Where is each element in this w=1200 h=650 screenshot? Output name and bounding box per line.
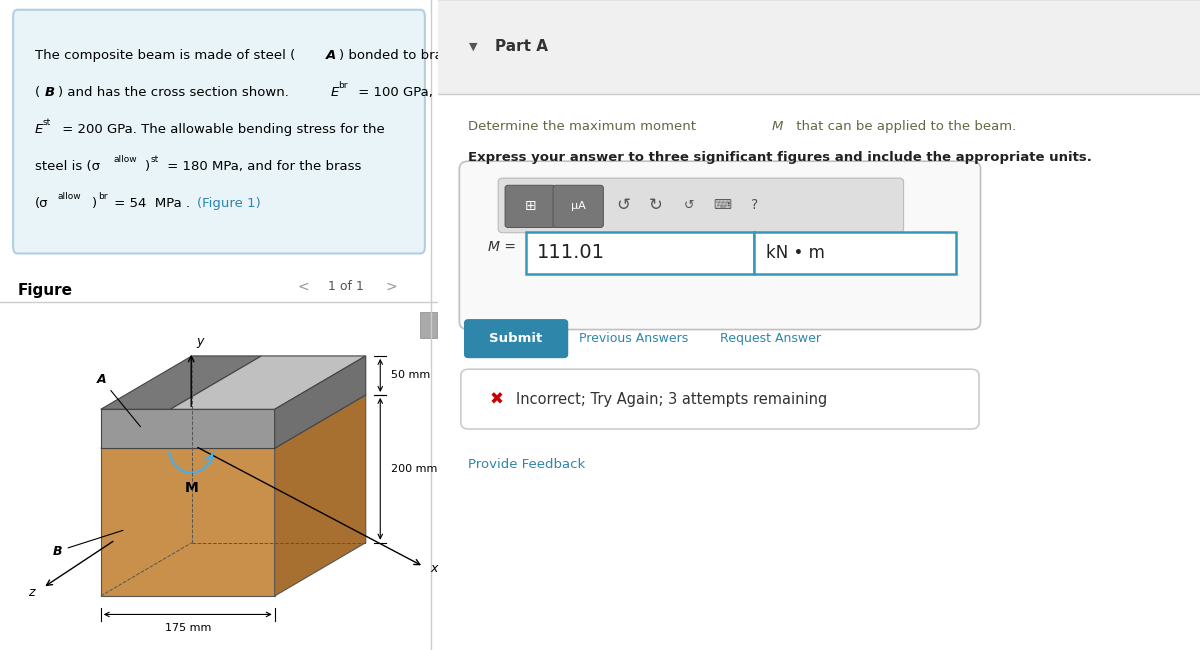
Text: br: br [97,192,107,202]
Text: Part A: Part A [496,39,548,55]
Text: st: st [43,118,52,127]
Text: z: z [29,586,35,599]
Text: A: A [326,49,336,62]
Text: Figure: Figure [18,283,72,298]
Text: B: B [44,86,55,99]
Polygon shape [101,395,366,448]
Text: Incorrect; Try Again; 3 attempts remaining: Incorrect; Try Again; 3 attempts remaini… [516,391,827,407]
Text: allow: allow [58,192,82,202]
Text: Express your answer to three significant figures and include the appropriate uni: Express your answer to three significant… [468,151,1092,164]
Text: E: E [35,123,43,136]
FancyBboxPatch shape [438,0,1200,94]
FancyBboxPatch shape [498,178,904,233]
Text: 50 mm: 50 mm [391,370,430,380]
FancyBboxPatch shape [13,10,425,254]
Text: = 100 GPa,: = 100 GPa, [354,86,433,99]
Text: Submit: Submit [490,332,542,345]
Polygon shape [275,356,366,448]
Text: M =: M = [487,240,516,254]
Text: (σ: (σ [35,197,48,210]
Text: 1 of 1: 1 of 1 [329,280,365,292]
Text: ↻: ↻ [649,196,662,214]
Text: B: B [53,530,122,558]
Text: The composite beam is made of steel (: The composite beam is made of steel ( [35,49,295,62]
Text: A: A [97,372,140,426]
Text: ): ) [92,197,97,210]
FancyBboxPatch shape [420,312,437,338]
Text: ✖: ✖ [490,390,504,408]
Text: ?: ? [751,198,758,213]
FancyBboxPatch shape [553,185,604,227]
Text: (: ( [35,86,40,99]
FancyBboxPatch shape [460,161,980,330]
Text: 111.01: 111.01 [538,243,605,263]
FancyBboxPatch shape [526,232,755,274]
Text: Provide Feedback: Provide Feedback [468,458,586,471]
Text: ▼: ▼ [468,42,476,52]
Text: Previous Answers: Previous Answers [578,332,689,345]
Text: 175 mm: 175 mm [164,623,211,632]
FancyBboxPatch shape [505,185,556,227]
Polygon shape [101,410,275,448]
Text: M: M [185,481,198,495]
Text: <: < [298,280,310,294]
Text: Request Answer: Request Answer [720,332,821,345]
Text: ↺: ↺ [617,196,630,214]
Polygon shape [101,448,275,596]
Text: M: M [772,120,784,133]
Text: E: E [331,86,340,99]
Polygon shape [101,356,262,410]
Text: ): ) [145,160,150,173]
Text: = 180 MPa, and for the brass: = 180 MPa, and for the brass [163,160,361,173]
Polygon shape [275,395,366,596]
FancyBboxPatch shape [461,369,979,429]
Text: kN • m: kN • m [766,244,824,262]
Text: br: br [338,81,348,90]
Text: >: > [385,280,397,294]
Text: st: st [151,155,158,164]
Text: μA: μA [571,201,586,211]
Text: ⌨: ⌨ [713,199,731,212]
Text: ) bonded to brass: ) bonded to brass [338,49,456,62]
Text: = 200 GPa. The allowable bending stress for the: = 200 GPa. The allowable bending stress … [58,123,384,136]
Text: 200 mm: 200 mm [391,463,437,474]
Text: x: x [430,562,437,575]
Text: ⊞: ⊞ [524,199,536,213]
Text: = 54  MPa .: = 54 MPa . [110,197,194,210]
FancyBboxPatch shape [464,320,568,358]
Text: steel is (σ: steel is (σ [35,160,100,173]
FancyBboxPatch shape [755,232,956,274]
Text: ) and has the cross section shown.: ) and has the cross section shown. [59,86,293,99]
Text: allow: allow [113,155,137,164]
Text: ↺: ↺ [684,199,695,212]
Text: Determine the maximum moment: Determine the maximum moment [468,120,701,133]
Text: that can be applied to the beam.: that can be applied to the beam. [792,120,1016,133]
Polygon shape [170,356,366,410]
Text: y: y [196,335,204,348]
Text: (Figure 1): (Figure 1) [197,197,260,210]
